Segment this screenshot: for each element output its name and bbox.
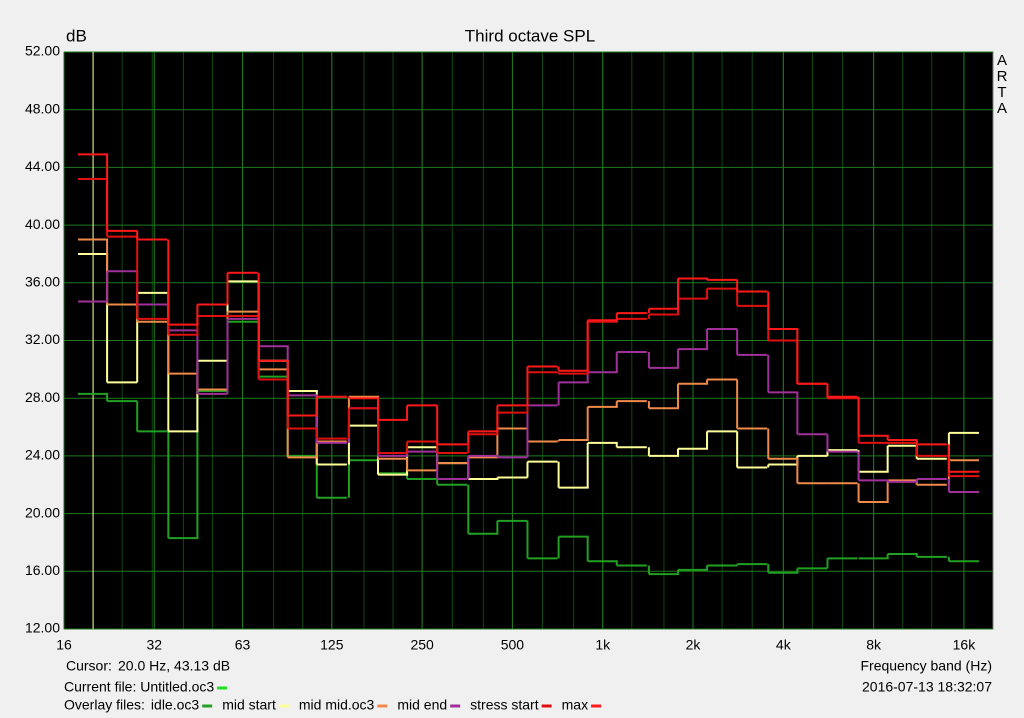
y-tick-label: 20.00 [25,504,60,520]
y-tick-label: 32.00 [25,331,60,347]
x-tick-label: 16 [56,637,72,653]
x-axis-label: Frequency band (Hz) [860,658,992,674]
y-tick-label: 36.00 [25,274,60,290]
y-tick-label: 24.00 [25,447,60,463]
timestamp: 2016-07-13 18:32:07 [862,679,992,695]
legend-label: max [562,697,588,713]
cursor-text: 20.0 Hz, 43.13 dB [118,658,230,674]
legend-label: mid mid.oc3 [299,697,375,713]
legend-label: idle.oc3 [151,697,199,713]
x-tick-label: 125 [320,637,344,653]
legend-label: mid end [397,697,447,713]
brand-letter: R [997,68,1008,85]
x-tick-label: 500 [501,637,525,653]
overlay-label: Overlay files: [64,697,145,713]
x-tick-label: 32 [147,637,163,653]
current-file: Current file: Untitled.oc3 [64,679,214,695]
x-tick-label: 8k [866,637,882,653]
brand-letter: A [997,100,1007,117]
legend-label: mid start [222,697,276,713]
y-tick-label: 16.00 [25,562,60,578]
y-tick-label: 52.00 [25,43,60,59]
x-tick-label: 250 [410,637,434,653]
y-tick-label: 48.00 [25,100,60,116]
chart-title: Third octave SPL [465,26,595,45]
legend-label: stress start [470,697,539,713]
x-tick-label: 2k [686,637,702,653]
y-tick-label: 44.00 [25,158,60,174]
brand-letter: A [997,52,1007,69]
y-tick-label: 12.00 [25,620,60,636]
x-tick-label: 16k [953,637,977,653]
x-tick-label: 63 [235,637,251,653]
y-tick-label: 28.00 [25,389,60,405]
brand-letter: T [997,84,1006,101]
cursor-label: Cursor: [66,658,112,674]
x-tick-label: 1k [595,637,611,653]
x-tick-label: 4k [776,637,792,653]
y-tick-label: 40.00 [25,216,60,232]
y-axis-label: dB [66,26,87,45]
